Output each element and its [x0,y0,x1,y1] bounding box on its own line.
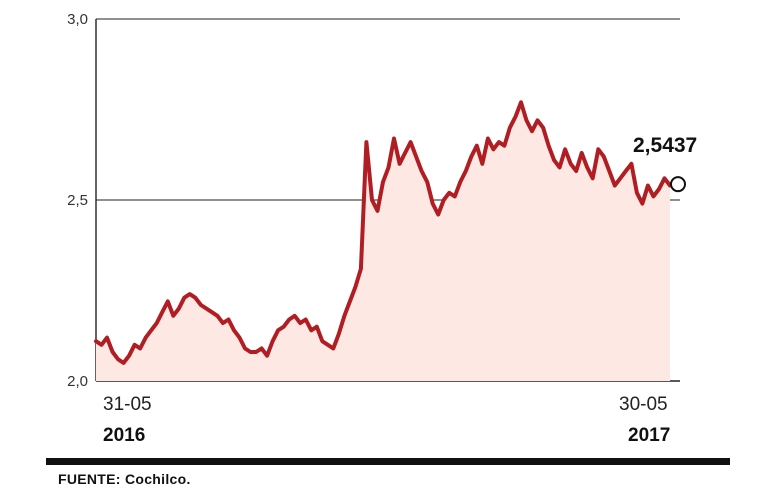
chart-last-point-marker [670,176,686,193]
chart: 3,0 2,5 2,0 31-05 2016 30-05 2017 2,5437 [67,11,697,446]
x-end-year-label: 2017 [628,425,670,446]
x-start-year-label: 2016 [103,425,145,446]
footer-divider [46,458,730,465]
last-value-label: 2,5437 [633,134,697,157]
source-note: FUENTE: Cochilco. [58,471,191,487]
y-tick-label: 3,0 [67,11,88,28]
chart-y-axis: 3,0 2,5 2,0 [67,11,88,390]
y-tick-label: 2,0 [67,373,88,390]
x-end-date-label: 30-05 [619,394,668,415]
x-start-date-label: 31-05 [103,394,152,415]
y-tick-label: 2,5 [67,192,88,209]
chart-series-line [94,100,672,365]
chart-area-fill [96,102,670,382]
